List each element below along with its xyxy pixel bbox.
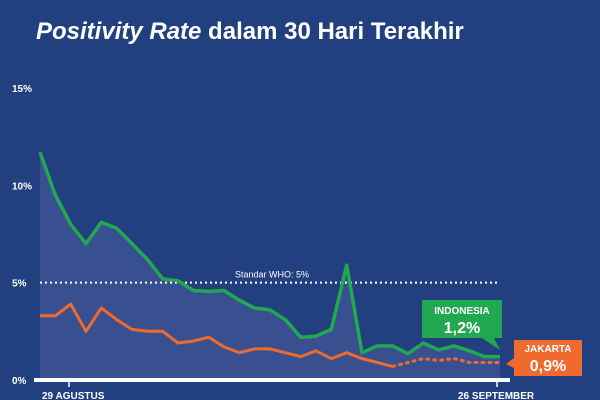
x-start-label: 29 AGUSTUS bbox=[42, 391, 105, 400]
jakarta-projected-line bbox=[391, 357, 502, 368]
indonesia-callout-name: INDONESIA bbox=[434, 306, 490, 317]
x-end-label: 26 SEPTEMBER bbox=[458, 391, 535, 400]
chart-title-em: Positivity Rate bbox=[36, 18, 202, 45]
indonesia-callout bbox=[422, 300, 502, 350]
chart-title: Positivity Rate dalam 30 Hari Terakhir bbox=[36, 18, 464, 46]
y-tick-label: 5% bbox=[12, 279, 27, 290]
indonesia-area bbox=[40, 152, 500, 380]
jakarta-callout bbox=[506, 340, 582, 376]
y-tick-label: 0% bbox=[12, 376, 27, 387]
who-reference-label: Standar WHO: 5% bbox=[235, 270, 309, 280]
chart-title-rest: dalam 30 Hari Terakhir bbox=[201, 18, 464, 45]
indonesia-line bbox=[38, 151, 500, 359]
y-tick-label: 10% bbox=[12, 181, 32, 192]
jakarta-line bbox=[40, 302, 394, 368]
jakarta-callout-name: JAKARTA bbox=[524, 344, 571, 355]
jakarta-callout-value: 0,9% bbox=[530, 358, 566, 375]
y-tick-label: 15% bbox=[12, 84, 32, 95]
indonesia-callout-value: 1,2% bbox=[444, 320, 480, 337]
